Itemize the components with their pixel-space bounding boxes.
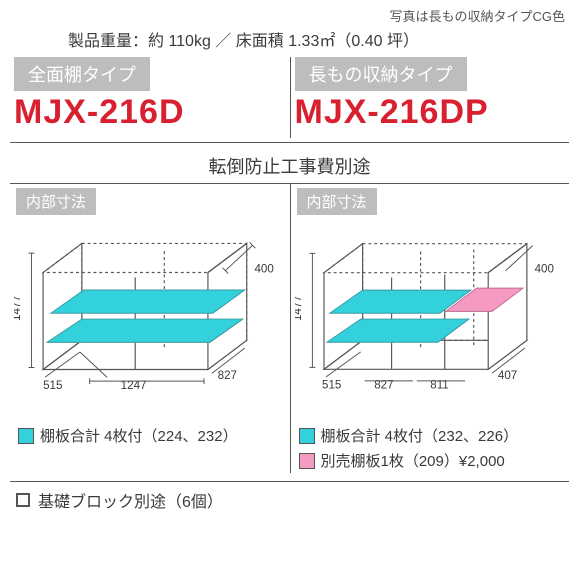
shelves-text-right: 棚板合計 4枚付（232、226） — [321, 425, 519, 446]
type-chip-right: 長もの収納タイプ — [295, 57, 467, 91]
weight-spec: 製品重量：約 110kg — [68, 33, 211, 50]
dim-d2b-right: 811 — [430, 380, 448, 392]
dim-h-left: 1477 — [14, 295, 23, 321]
dim-depth-top-right: 400 — [534, 264, 553, 276]
section-chip-right: 内部寸法 — [297, 188, 377, 215]
dim-w-left: 827 — [218, 369, 237, 382]
base-block-text: 基礎ブロック別途（6個） — [38, 488, 223, 512]
dim-w-right: 407 — [497, 370, 516, 382]
specs-row: 製品重量：約 110kg ／ 床面積 1.33㎡（0.40 坪） — [68, 27, 569, 51]
right-col-body: 内部寸法 — [290, 184, 570, 473]
diagram-left: 1477 400 515 1247 827 — [14, 221, 286, 421]
left-col-body: 内部寸法 — [10, 184, 290, 473]
dim-depth-top-left: 400 — [254, 263, 274, 276]
dim-d2a-right: 827 — [374, 380, 393, 392]
type-chip-left: 全面棚タイプ — [14, 57, 150, 91]
model-code-left: MJX-216D — [14, 93, 286, 132]
swatch-pink-icon — [299, 453, 315, 469]
dim-d1-right: 515 — [322, 380, 341, 392]
section-chip-left: 内部寸法 — [16, 188, 96, 215]
checkbox-icon — [16, 493, 30, 507]
shelves-line-left: 棚板合計 4枚付（224、232） — [18, 425, 286, 446]
dim-h-right: 1477 — [295, 295, 304, 321]
swatch-cyan-icon — [299, 428, 315, 444]
right-col-header: 長もの収納タイプ MJX-216DP — [290, 57, 570, 138]
dim-d1-left: 515 — [43, 379, 62, 392]
shelves-line-right-2: 別売棚板1枚（209）¥2,000 — [299, 450, 566, 471]
base-block-row: 基礎ブロック別途（6個） — [10, 481, 569, 512]
shelves-text-left: 棚板合計 4枚付（224、232） — [40, 425, 238, 446]
construction-note: 転倒防止工事費別途 — [10, 143, 569, 183]
model-columns: 全面棚タイプ MJX-216D 長もの収納タイプ MJX-216DP — [10, 57, 569, 143]
swatch-cyan-icon — [18, 428, 34, 444]
shelves-line-right-1: 棚板合計 4枚付（232、226） — [299, 425, 566, 446]
photo-note: 写真は長もの収納タイプCG色 — [10, 6, 569, 25]
left-col-header: 全面棚タイプ MJX-216D — [10, 57, 290, 138]
spec-card: 写真は長もの収納タイプCG色 製品重量：約 110kg ／ 床面積 1.33㎡（… — [0, 0, 579, 579]
extra-shelf-text-right: 別売棚板1枚（209）¥2,000 — [321, 450, 505, 471]
diagram-right: 1477 400 515 827 811 407 — [295, 221, 566, 421]
diagram-columns: 内部寸法 — [10, 183, 569, 473]
floor-spec: 床面積 1.33㎡（0.40 坪） — [236, 33, 419, 50]
model-code-right: MJX-216DP — [295, 93, 566, 132]
